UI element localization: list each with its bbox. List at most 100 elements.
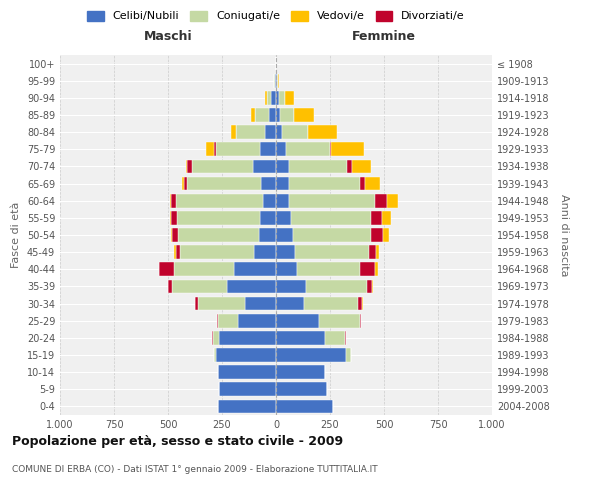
Bar — [284, 91, 294, 104]
Bar — [180, 246, 254, 259]
Bar — [238, 314, 276, 328]
Bar — [160, 262, 175, 276]
Bar — [276, 280, 306, 293]
Y-axis label: Fasce di età: Fasce di età — [11, 202, 21, 268]
Bar — [253, 160, 276, 173]
Bar — [276, 142, 286, 156]
Bar — [280, 108, 294, 122]
Bar — [319, 314, 360, 328]
Bar — [265, 126, 276, 139]
Bar — [175, 246, 176, 259]
Bar — [170, 228, 172, 242]
Bar — [262, 176, 276, 190]
Bar — [172, 280, 227, 293]
Bar — [260, 142, 276, 156]
Bar — [234, 262, 276, 276]
Bar — [345, 331, 346, 344]
Bar — [184, 176, 187, 190]
Bar — [276, 331, 325, 344]
Bar — [214, 142, 215, 156]
Bar — [372, 280, 373, 293]
Bar — [289, 176, 360, 190]
Bar — [206, 142, 214, 156]
Bar — [358, 296, 362, 310]
Bar — [195, 296, 198, 310]
Bar — [330, 142, 331, 156]
Bar — [367, 280, 372, 293]
Bar — [187, 176, 262, 190]
Bar — [192, 160, 253, 173]
Bar — [187, 160, 192, 173]
Bar — [278, 74, 279, 88]
Bar — [369, 246, 376, 259]
Bar — [371, 228, 383, 242]
Bar — [263, 194, 276, 207]
Bar — [268, 91, 271, 104]
Legend: Celibi/Nubili, Coniugati/e, Vedovi/e, Divorziati/e: Celibi/Nubili, Coniugati/e, Vedovi/e, Di… — [87, 10, 465, 22]
Bar — [276, 382, 328, 396]
Bar — [365, 176, 380, 190]
Bar — [176, 246, 180, 259]
Bar — [265, 91, 268, 104]
Bar — [170, 211, 177, 224]
Bar — [231, 126, 236, 139]
Bar — [347, 160, 352, 173]
Bar — [276, 194, 289, 207]
Bar — [376, 246, 379, 259]
Bar — [276, 176, 289, 190]
Bar — [176, 194, 263, 207]
Bar — [214, 348, 215, 362]
Bar — [217, 314, 218, 328]
Bar — [218, 400, 276, 413]
Text: Popolazione per età, sesso e stato civile - 2009: Popolazione per età, sesso e stato civil… — [12, 435, 343, 448]
Bar — [383, 228, 389, 242]
Bar — [245, 296, 276, 310]
Bar — [376, 194, 386, 207]
Bar — [271, 91, 276, 104]
Bar — [277, 74, 278, 88]
Bar — [306, 280, 367, 293]
Bar — [198, 296, 245, 310]
Bar — [290, 211, 371, 224]
Bar — [276, 126, 282, 139]
Bar — [276, 108, 280, 122]
Bar — [213, 331, 219, 344]
Bar — [219, 382, 276, 396]
Bar — [352, 160, 371, 173]
Bar — [289, 194, 376, 207]
Bar — [382, 211, 391, 224]
Bar — [215, 348, 276, 362]
Bar — [172, 228, 178, 242]
Bar — [276, 400, 332, 413]
Bar — [294, 108, 314, 122]
Y-axis label: Anni di nascita: Anni di nascita — [559, 194, 569, 276]
Bar — [254, 246, 276, 259]
Bar — [219, 331, 276, 344]
Bar — [308, 126, 337, 139]
Bar — [218, 314, 238, 328]
Bar — [304, 296, 358, 310]
Bar — [275, 74, 276, 88]
Bar — [297, 262, 360, 276]
Bar — [170, 194, 176, 207]
Bar — [325, 331, 345, 344]
Bar — [289, 160, 347, 173]
Bar — [274, 74, 275, 88]
Bar — [276, 366, 325, 379]
Text: Femmine: Femmine — [352, 30, 416, 43]
Bar — [276, 91, 279, 104]
Bar — [276, 228, 293, 242]
Bar — [218, 366, 276, 379]
Bar — [276, 296, 304, 310]
Bar — [276, 74, 277, 88]
Bar — [293, 228, 371, 242]
Bar — [295, 246, 369, 259]
Bar — [259, 228, 276, 242]
Text: Maschi: Maschi — [143, 30, 193, 43]
Bar — [276, 246, 295, 259]
Bar — [251, 108, 255, 122]
Bar — [282, 126, 308, 139]
Bar — [178, 228, 259, 242]
Bar — [276, 211, 290, 224]
Bar — [360, 176, 365, 190]
